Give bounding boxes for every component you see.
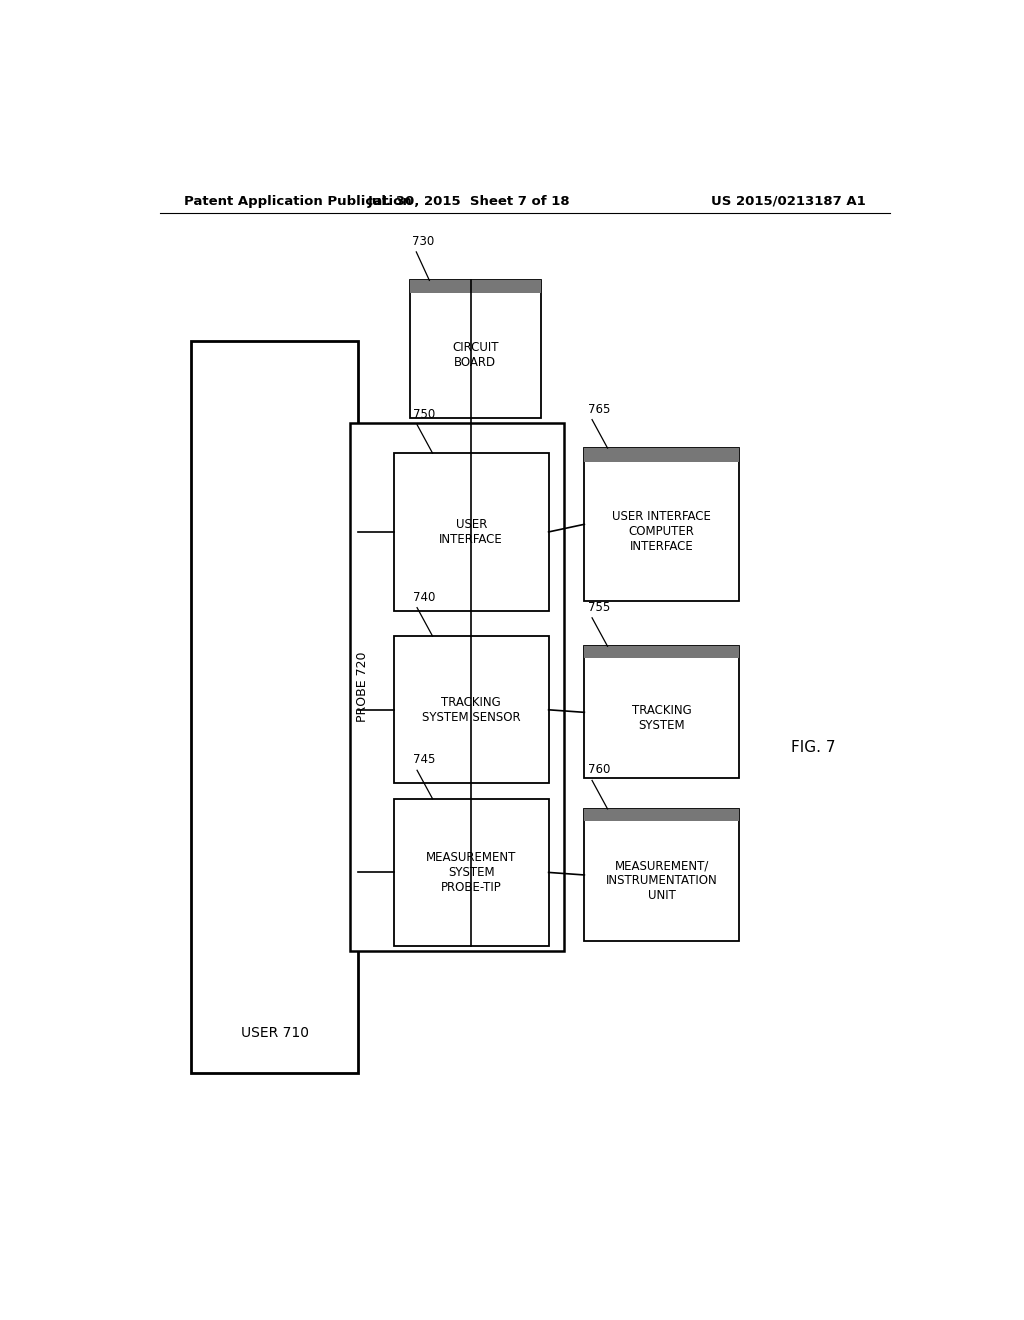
Text: USER 710: USER 710: [241, 1026, 309, 1040]
Bar: [410, 280, 541, 293]
Bar: [585, 809, 739, 821]
Text: 750: 750: [413, 408, 435, 421]
Bar: [394, 799, 549, 946]
Text: 745: 745: [413, 754, 435, 766]
Text: MEASUREMENT/
INSTRUMENTATION
UNIT: MEASUREMENT/ INSTRUMENTATION UNIT: [606, 859, 718, 903]
Text: MEASUREMENT
SYSTEM
PROBE-TIP: MEASUREMENT SYSTEM PROBE-TIP: [426, 851, 516, 894]
Text: CIRCUIT
BOARD: CIRCUIT BOARD: [452, 341, 499, 370]
Bar: [585, 447, 739, 601]
Bar: [585, 809, 739, 941]
Text: 730: 730: [413, 235, 434, 248]
Text: 740: 740: [413, 590, 435, 603]
Bar: [394, 453, 549, 611]
Text: Patent Application Publication: Patent Application Publication: [183, 194, 412, 207]
Text: PROBE 720: PROBE 720: [355, 652, 369, 722]
Text: USER
INTERFACE: USER INTERFACE: [439, 517, 503, 546]
Text: TRACKING
SYSTEM: TRACKING SYSTEM: [632, 705, 691, 733]
Bar: [585, 647, 739, 779]
Text: USER INTERFACE
COMPUTER
INTERFACE: USER INTERFACE COMPUTER INTERFACE: [612, 510, 711, 553]
Bar: [191, 342, 358, 1073]
Text: 755: 755: [588, 601, 610, 614]
Text: 765: 765: [588, 403, 610, 416]
Bar: [585, 647, 739, 659]
Text: US 2015/0213187 A1: US 2015/0213187 A1: [712, 194, 866, 207]
Bar: [585, 447, 739, 462]
Bar: [410, 280, 541, 417]
Text: 760: 760: [588, 763, 610, 776]
Bar: [350, 422, 564, 952]
Text: TRACKING
SYSTEM SENSOR: TRACKING SYSTEM SENSOR: [422, 696, 520, 723]
Bar: [394, 636, 549, 784]
Text: FIG. 7: FIG. 7: [791, 741, 836, 755]
Text: Jul. 30, 2015  Sheet 7 of 18: Jul. 30, 2015 Sheet 7 of 18: [368, 194, 570, 207]
